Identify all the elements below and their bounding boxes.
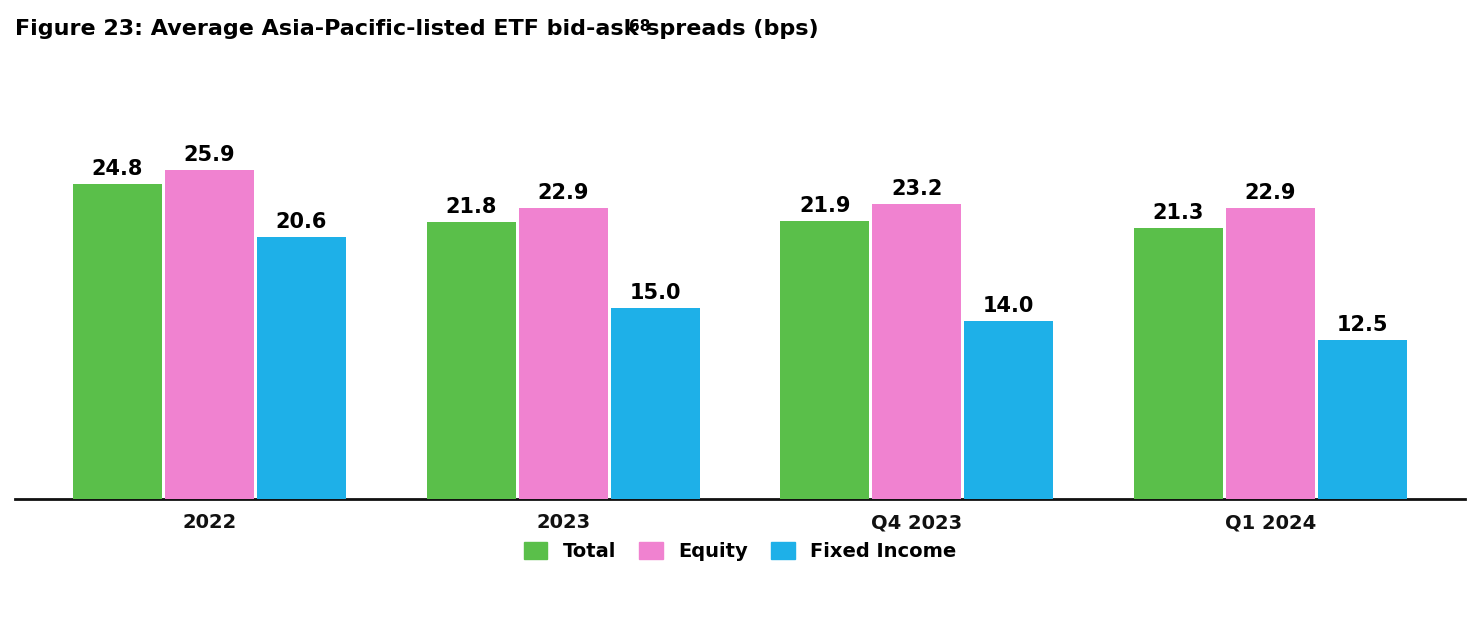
Text: 68: 68	[629, 19, 651, 34]
Text: 21.9: 21.9	[799, 196, 851, 216]
Text: 21.8: 21.8	[445, 197, 497, 217]
Text: 22.9: 22.9	[537, 183, 589, 203]
Text: 15.0: 15.0	[629, 283, 681, 303]
Bar	[1134, 228, 1222, 499]
Bar	[1225, 208, 1316, 499]
Bar	[164, 169, 255, 499]
Bar	[518, 208, 608, 499]
Bar	[1317, 340, 1407, 499]
Text: 21.3: 21.3	[1153, 203, 1205, 223]
Text: 23.2: 23.2	[891, 179, 943, 199]
Bar	[73, 184, 163, 499]
Bar	[872, 204, 962, 499]
Text: 24.8: 24.8	[92, 159, 144, 178]
Bar	[258, 237, 346, 499]
Bar	[426, 222, 517, 499]
Text: 20.6: 20.6	[275, 212, 327, 232]
Text: 25.9: 25.9	[184, 144, 235, 164]
Text: 22.9: 22.9	[1245, 183, 1296, 203]
Legend: Total, Equity, Fixed Income: Total, Equity, Fixed Income	[514, 532, 966, 571]
Bar	[963, 321, 1054, 499]
Text: 14.0: 14.0	[983, 296, 1035, 316]
Bar	[611, 308, 700, 499]
Text: Figure 23: Average Asia-Pacific-listed ETF bid-ask spreads (bps): Figure 23: Average Asia-Pacific-listed E…	[15, 19, 818, 39]
Text: 12.5: 12.5	[1336, 315, 1388, 335]
Bar	[780, 221, 869, 499]
